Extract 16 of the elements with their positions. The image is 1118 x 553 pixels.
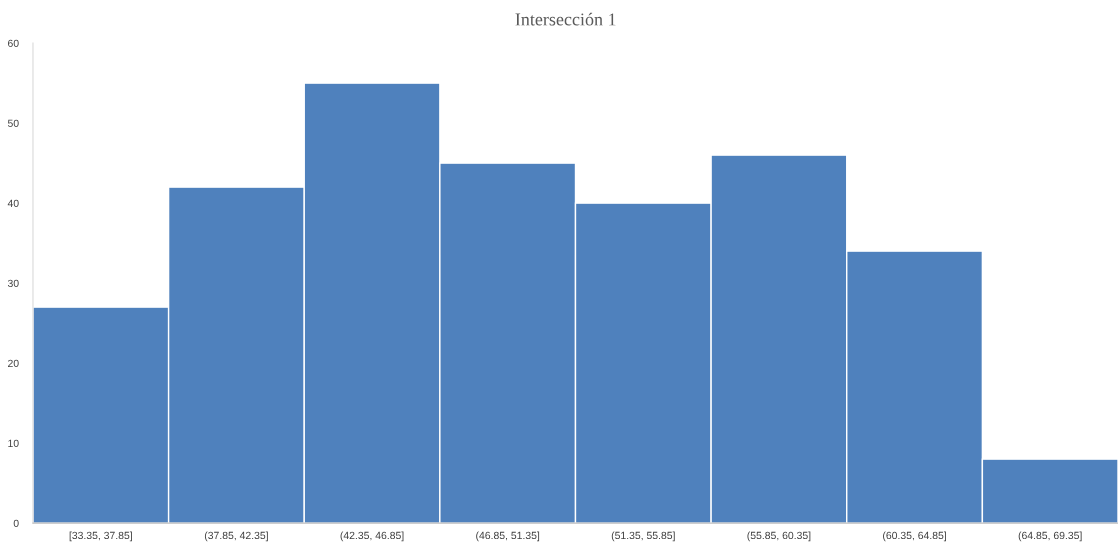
y-tick-label: 60 [8,39,19,48]
y-tick-label: 10 [8,439,19,448]
chart-title: Intersección 1 [515,12,616,26]
x-tick-label: [33.35, 37.85] [69,531,132,542]
y-tick-label: 0 [13,519,19,528]
x-tick-label: (55.85, 60.35] [747,531,811,542]
x-tick-label: (51.35, 55.85] [611,531,675,542]
y-tick-label: 20 [8,359,19,368]
x-tick-label: (37.85, 42.35] [204,531,268,542]
x-tick-label: (64.85, 69.35] [1018,531,1082,542]
y-tick-label: 40 [7,199,19,208]
y-tick-label: 30 [7,279,19,288]
x-tick-label: (46.85, 51.35] [476,531,540,542]
x-tick-label: (60.35, 64.85] [883,531,946,542]
x-tick-label: (42.35, 46.85] [340,531,404,542]
y-tick-label: 50 [7,119,19,128]
